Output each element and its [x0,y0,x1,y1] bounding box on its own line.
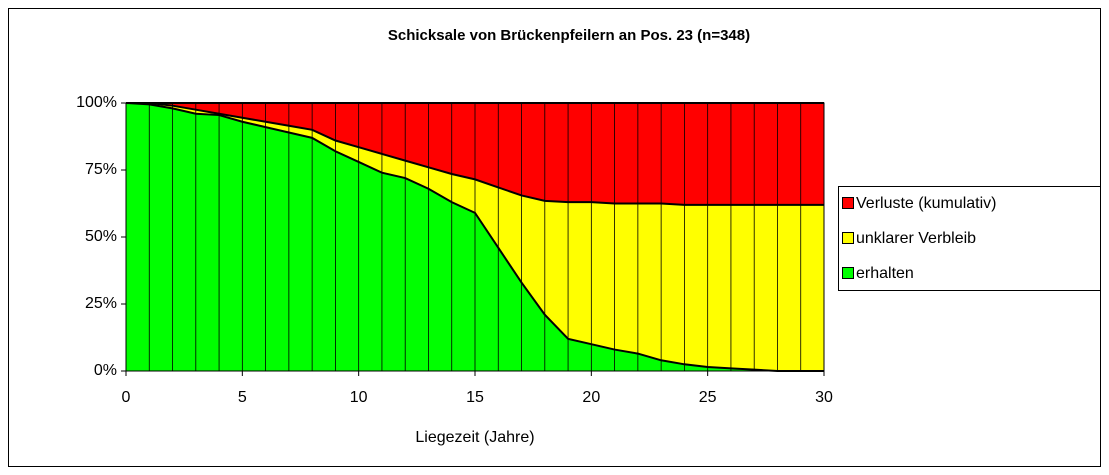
legend-swatch [842,232,854,244]
legend-swatch [842,267,854,279]
x-tick-label: 15 [466,389,484,406]
x-tick-label: 10 [350,389,368,406]
legend-label: erhalten [856,265,914,282]
y-tick-label: 0% [94,362,117,379]
y-tick-label: 100% [76,94,117,111]
legend-label: unklarer Verbleib [856,230,976,247]
area-edge [126,102,824,206]
legend-label: Verluste (kumulativ) [856,195,997,212]
x-axis-label: Liegezeit (Jahre) [415,429,534,446]
legend-swatch [842,197,854,209]
y-tick-label: 25% [85,295,117,312]
x-tick-label: 25 [699,389,717,406]
x-tick-label: 30 [815,389,833,406]
x-tick-label: 5 [238,389,247,406]
area [126,103,824,371]
y-tick-label: 50% [85,228,117,245]
chart-title: Schicksale von Brückenpfeilern an Pos. 2… [388,27,750,44]
y-tick-label: 75% [85,161,117,178]
x-tick-label: 0 [122,389,131,406]
x-tick-label: 20 [582,389,600,406]
legend-box [838,186,1101,291]
area-edge [125,102,824,372]
